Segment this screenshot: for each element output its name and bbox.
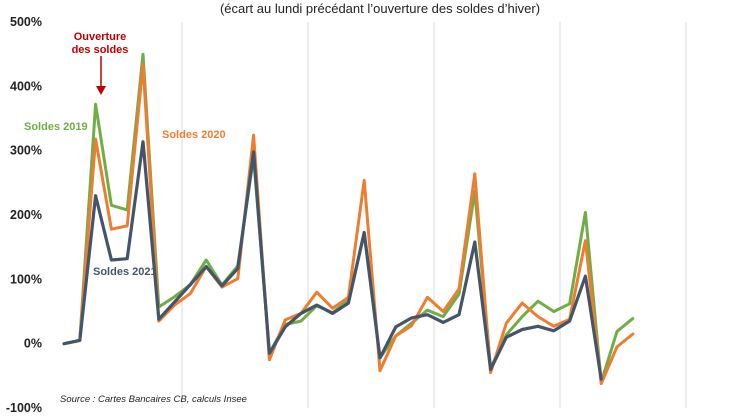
arrow-head-icon — [96, 86, 106, 95]
annotation-s2021: Soldes 2021 — [93, 266, 157, 278]
y-tick-label: 500% — [10, 15, 42, 29]
series-lines — [62, 52, 635, 386]
source-note: Source : Cartes Bancaires CB, calculs In… — [60, 394, 247, 405]
series-line-soldes-2021 — [62, 140, 603, 381]
y-tick-label: 300% — [10, 144, 42, 158]
y-tick-label: 400% — [10, 79, 42, 93]
annotation-s2019: Soldes 2019 — [24, 121, 88, 133]
y-tick-label: -100% — [6, 401, 42, 415]
annotation-opening: Ouverture des soldes — [72, 31, 129, 56]
annotation-s2020: Soldes 2020 — [162, 129, 226, 141]
y-tick-label: 100% — [10, 272, 42, 286]
y-tick-label: 200% — [10, 208, 42, 222]
annotations: Ouverture des soldes Soldes 2019 Soldes 202… — [24, 31, 226, 278]
y-tick-label: 0% — [24, 337, 42, 351]
vertical-grid — [181, 22, 687, 408]
y-axis: 500% 400% 300% 200% 100% 0% -100% — [6, 15, 42, 415]
chart-subtitle: (écart au lundi précédant l’ouverture de… — [220, 1, 540, 16]
